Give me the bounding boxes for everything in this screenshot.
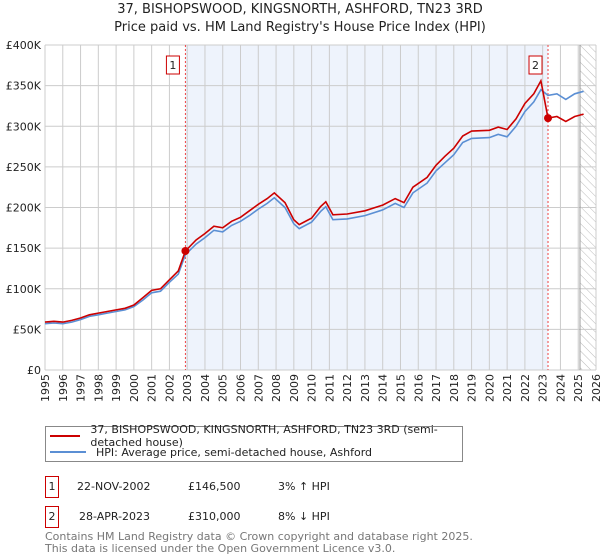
transaction-row: 1 22-NOV-2002 £146,500 3% ↑ HPI (45, 476, 545, 498)
legend-label: HPI: Average price, semi-detached house,… (96, 445, 373, 459)
x-tick-label: 2021 (501, 374, 514, 402)
y-tick-label: £150K (6, 242, 42, 255)
price-chart: 1995 1996 1997 1998 1999 2000 2001 2002 2003 2004… (6, 39, 600, 402)
y-tick-label: £50K (13, 323, 42, 336)
x-tick-label: 1998 (92, 374, 105, 402)
x-tick-label: 1997 (75, 374, 88, 402)
x-tick-label: 2025 (572, 374, 585, 402)
sale-point (181, 246, 190, 255)
series-line-property (44, 78, 584, 323)
x-tick-label: 2024 (554, 374, 567, 402)
x-tick-label: 1996 (57, 374, 70, 402)
x-tick-label: 2010 (306, 374, 319, 402)
x-tick-label: 2013 (359, 374, 372, 402)
transaction-number: 2 (45, 506, 59, 528)
chart-subtitle: Price paid vs. HM Land Registry's House … (114, 20, 486, 35)
x-tick-label: 2017 (430, 374, 443, 402)
x-tick-label: 2018 (448, 374, 461, 402)
series-line-hpi (44, 88, 584, 325)
legend-swatch-blue (50, 451, 86, 453)
x-tick-label: 2026 (590, 374, 600, 402)
legend-item-hpi: HPI: Average price, semi-detached house,… (50, 444, 372, 460)
sale-marker-label: 2 (532, 59, 539, 72)
x-tick-label: 2007 (252, 374, 265, 402)
transaction-date: 28-APR-2023 (79, 510, 151, 523)
y-tick-label: £100K (6, 283, 42, 296)
y-tick-label: £250K (6, 161, 42, 174)
transaction-price: £310,000 (188, 510, 241, 523)
footer: Contains HM Land Registry data © Crown c… (45, 531, 473, 555)
transaction-hpi: 3% ↑ HPI (278, 480, 330, 493)
transaction-date: 22-NOV-2002 (77, 480, 151, 493)
y-tick-label: £300K (6, 120, 42, 133)
x-tick-label: 2000 (128, 374, 141, 402)
x-tick-label: 2008 (270, 374, 283, 402)
x-tick-label: 1995 (39, 374, 52, 402)
x-tick-label: 2022 (519, 374, 532, 402)
legend-label: 37, BISHOPSWOOD, KINGSNORTH, ASHFORD, TN… (90, 423, 438, 449)
x-tick-label: 2014 (377, 374, 390, 402)
sale-marker-box (165, 55, 180, 75)
legend-swatch-red (50, 435, 81, 437)
x-tick-label: 2002 (163, 374, 176, 402)
x-tick-label: 2023 (537, 374, 550, 402)
sale-marker-label: 1 (169, 59, 176, 72)
footer-line: Contains HM Land Registry data © Crown c… (45, 530, 473, 543)
x-tick-label: 2016 (412, 374, 425, 402)
y-tick-label: £0 (27, 364, 41, 377)
y-tick-label: £400K (6, 39, 42, 52)
sale-marker-box (528, 55, 543, 75)
y-tick-label: £350K (6, 80, 42, 93)
transaction-number: 1 (45, 476, 59, 498)
legend-item-property: 37, BISHOPSWOOD, KINGSNORTH, ASHFORD, TN… (50, 423, 462, 449)
x-tick-label: 2004 (199, 374, 212, 402)
transaction-hpi: 8% ↓ HPI (278, 510, 330, 523)
footer-line: This data is licensed under the Open Gov… (45, 542, 396, 555)
x-tick-label: 2020 (483, 374, 496, 402)
chart-title: 37, BISHOPSWOOD, KINGSNORTH, ASHFORD, TN… (117, 2, 483, 17)
legend: 37, BISHOPSWOOD, KINGSNORTH, ASHFORD, TN… (45, 423, 463, 462)
x-tick-label: 2003 (181, 374, 194, 402)
x-tick-label: 2001 (146, 374, 159, 402)
x-tick-label: 2015 (394, 374, 407, 402)
y-tick-label: £200K (6, 202, 42, 215)
x-tick-label: 2019 (466, 374, 479, 402)
transaction-price: £146,500 (188, 480, 241, 493)
x-tick-label: 2005 (217, 374, 230, 402)
transaction-row: 2 28-APR-2023 £310,000 8% ↓ HPI (45, 506, 545, 528)
x-tick-label: 1999 (110, 374, 123, 402)
x-tick-label: 2011 (323, 374, 336, 402)
sale-point (544, 114, 553, 123)
x-tick-label: 2012 (341, 374, 354, 402)
x-tick-label: 2009 (288, 374, 301, 402)
x-tick-label: 2006 (235, 374, 248, 402)
